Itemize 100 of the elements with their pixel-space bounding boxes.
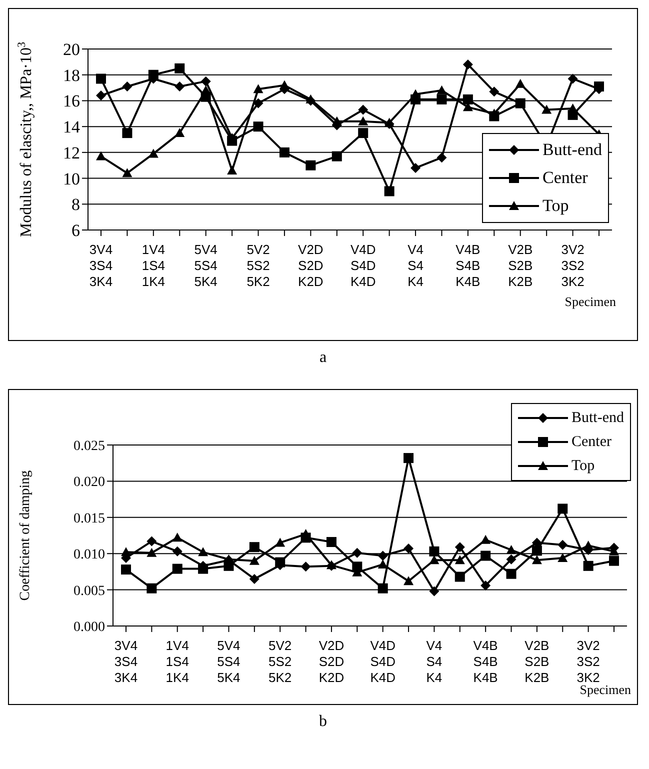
point [436,94,447,104]
y-tick-label: 8 [72,195,80,214]
y-axis-title: Coefficient of damping [18,470,33,601]
x-tick-label: 5V2 5S2 5K2 [268,638,292,685]
point [326,537,336,548]
point [122,81,132,92]
point [515,78,526,88]
x-tick-label: V4D S4D K4D [350,242,376,289]
point [249,574,260,584]
point [404,576,414,586]
point [279,80,290,90]
legend-label: Center [542,168,588,188]
point [174,81,185,92]
point [121,564,131,575]
x-tick-label: V4 S4 K4 [408,242,424,289]
point [568,74,578,84]
point [200,76,211,86]
y-tick-label: 16 [63,92,80,111]
point [404,453,414,464]
point [227,136,238,146]
y-tick-label: 18 [63,66,80,85]
point [172,564,182,574]
x-tick-label: 5V4 5S4 5K4 [194,242,218,289]
point [429,586,440,596]
point [404,544,414,554]
text: a [318,349,328,367]
point [594,81,604,92]
legend-label: Center [572,434,612,450]
point [542,104,552,114]
point [568,103,578,112]
point [200,85,211,94]
point [480,534,491,544]
point [558,504,568,514]
x-tick-label: 3V2 3S2 3K2 [561,242,584,289]
point [174,128,185,138]
point [352,548,362,558]
point [480,580,491,590]
y-tick-label: 0.010 [74,548,105,563]
x-tick-label: V4B S4B K4B [473,638,498,685]
legend-label: Butt-end [572,410,624,426]
point [332,116,342,126]
point [515,98,526,108]
point [172,532,182,542]
legend-label: Butt-end [542,140,602,160]
point [253,122,264,132]
point [462,94,473,104]
x-tick-label: V2B S2B K2B [508,242,533,289]
point [96,90,106,101]
text: b [318,713,328,731]
point [253,98,264,108]
point [480,550,491,561]
point [198,564,208,574]
x-tick-label: 3V2 3S2 3K2 [576,638,600,685]
legend-label: Top [572,458,595,474]
point [558,552,568,562]
x-tick-label: 1V4 1S4 1K4 [166,638,189,685]
point [454,542,465,552]
point [384,186,394,196]
point [249,556,260,565]
point [506,568,516,579]
point [436,152,447,163]
point [122,168,132,178]
point [583,560,594,571]
point [410,162,421,173]
x-tick-label: 1V4 1S4 1K4 [142,242,165,289]
point [532,546,542,556]
x-tick-label: V4 S4 K4 [426,638,442,685]
point [429,555,440,564]
point [462,60,473,70]
point [148,148,158,158]
x-tick-label: V2B S2B K2B [524,638,550,685]
y-tick-label: 6 [72,221,80,240]
point [332,151,342,162]
point [279,147,290,158]
y-tick-label: 0.000 [74,620,105,635]
point [253,84,264,94]
y-tick-label: 0.020 [74,475,105,490]
point [558,540,568,550]
point [358,128,368,138]
point [306,94,316,104]
x-tick-label: V2D S2D K2D [298,242,324,289]
y-tick-label: 12 [63,143,80,162]
x-tick-label: 3V4 3S4 3K4 [89,242,113,289]
point [300,562,311,572]
point [454,572,465,582]
y-tick-label: 0.025 [74,438,105,454]
y-tick-label: 14 [63,118,80,137]
point [378,550,388,561]
point [275,538,286,547]
point [146,536,157,546]
x-axis-title: Specimen [580,682,632,697]
legend-label: Top [542,196,569,216]
point [121,547,131,556]
point [358,116,368,126]
point [506,544,516,554]
point [198,547,208,556]
point [227,166,238,175]
point [378,583,388,594]
point [306,160,316,170]
x-tick-label: V2D S2D K2D [318,638,344,685]
